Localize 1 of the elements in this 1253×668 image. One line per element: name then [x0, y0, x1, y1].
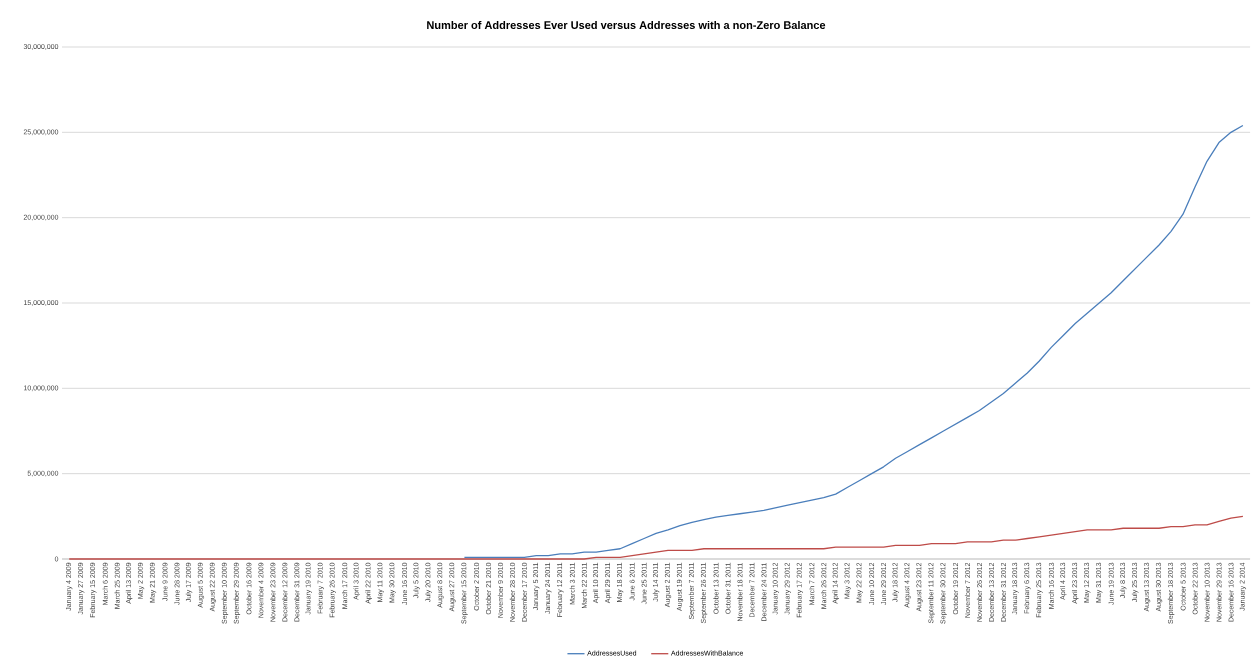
- chart-title: Number of Addresses Ever Used versus Addresses with a non-Zero Balance: [427, 20, 826, 30]
